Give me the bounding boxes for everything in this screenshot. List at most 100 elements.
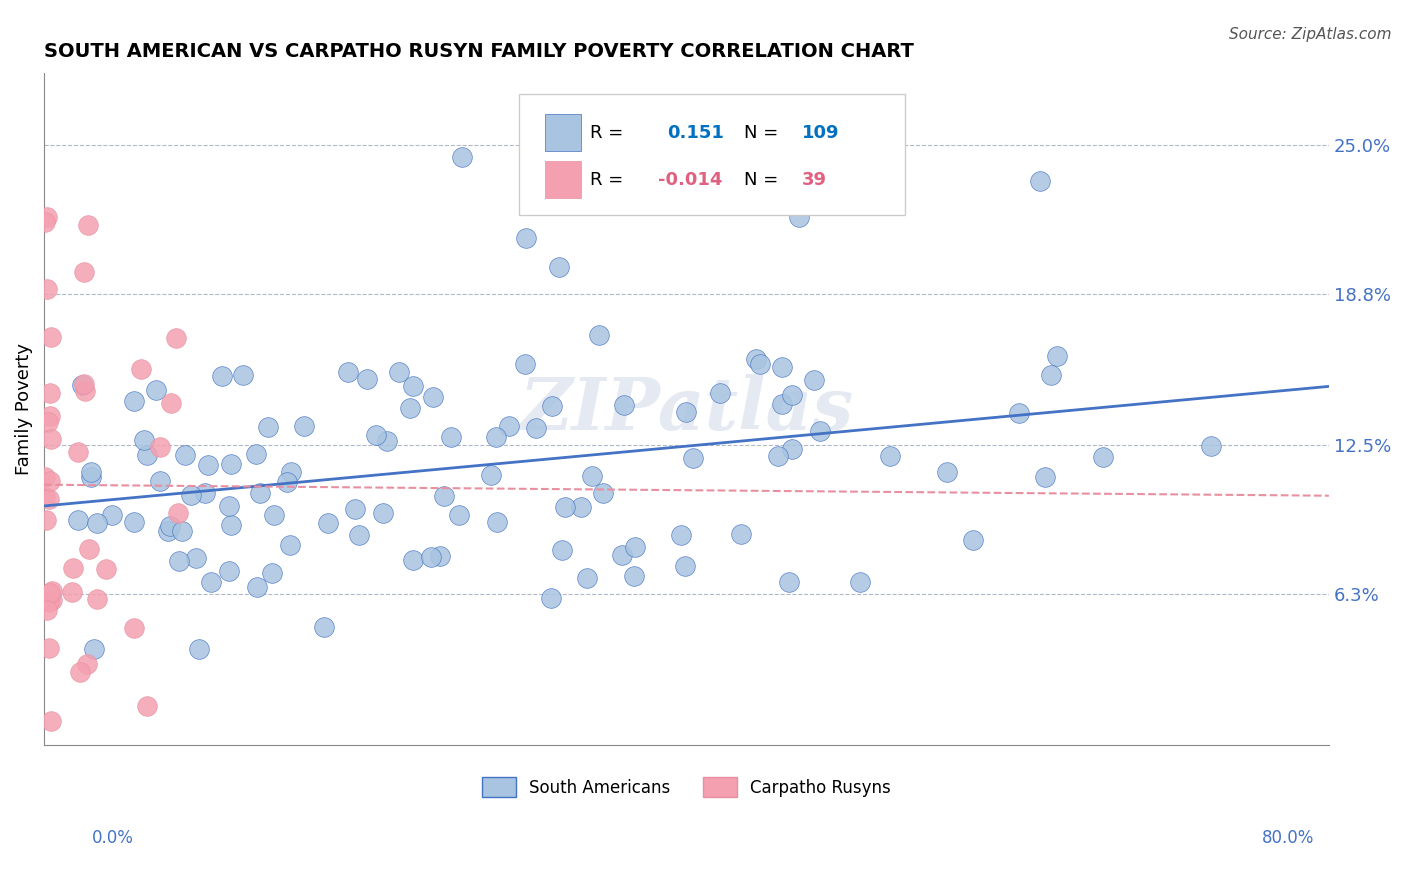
Point bbox=[73, 377, 96, 392]
Point bbox=[260, 566, 283, 580]
Point bbox=[221, 457, 243, 471]
Point bbox=[551, 543, 574, 558]
Point bbox=[624, 540, 647, 554]
Text: 39: 39 bbox=[803, 170, 827, 188]
Point bbox=[159, 518, 181, 533]
Point bbox=[174, 448, 197, 462]
Point bbox=[366, 427, 388, 442]
Point bbox=[34, 215, 56, 229]
Point bbox=[39, 474, 62, 488]
Point bbox=[35, 513, 58, 527]
Point bbox=[232, 368, 254, 383]
Point bbox=[194, 486, 217, 500]
Point bbox=[610, 548, 633, 562]
Point bbox=[770, 397, 793, 411]
Point bbox=[278, 538, 301, 552]
FancyBboxPatch shape bbox=[519, 94, 905, 214]
Point bbox=[1046, 349, 1069, 363]
Point bbox=[60, 584, 83, 599]
Point bbox=[1201, 439, 1223, 453]
Point bbox=[39, 330, 62, 344]
Point bbox=[780, 388, 803, 402]
Point bbox=[122, 393, 145, 408]
Text: 80.0%: 80.0% bbox=[1263, 830, 1315, 847]
Point bbox=[730, 527, 752, 541]
Point bbox=[770, 360, 793, 375]
Point bbox=[134, 434, 156, 448]
Point bbox=[780, 442, 803, 456]
Point bbox=[38, 492, 60, 507]
Point bbox=[1040, 368, 1063, 383]
Point bbox=[67, 514, 90, 528]
FancyBboxPatch shape bbox=[546, 114, 581, 151]
Point bbox=[257, 419, 280, 434]
Point bbox=[39, 432, 62, 446]
Point bbox=[675, 404, 697, 418]
Point bbox=[347, 527, 370, 541]
Point bbox=[318, 516, 340, 531]
Point bbox=[135, 698, 157, 713]
Point bbox=[280, 465, 302, 479]
Point bbox=[336, 366, 359, 380]
Point bbox=[398, 401, 420, 415]
Point bbox=[803, 373, 825, 387]
Point bbox=[37, 415, 59, 429]
Point bbox=[312, 620, 335, 634]
Point bbox=[73, 384, 96, 398]
Point bbox=[167, 554, 190, 568]
Point bbox=[211, 369, 233, 384]
Point bbox=[34, 490, 56, 504]
Point bbox=[69, 665, 91, 679]
Point bbox=[485, 515, 508, 529]
Text: SOUTH AMERICAN VS CARPATHO RUSYN FAMILY POVERTY CORRELATION CHART: SOUTH AMERICAN VS CARPATHO RUSYN FAMILY … bbox=[44, 42, 914, 61]
Point bbox=[39, 714, 62, 729]
Point bbox=[35, 603, 58, 617]
Point bbox=[419, 550, 441, 565]
Point bbox=[356, 371, 378, 385]
Point bbox=[188, 642, 211, 657]
Point bbox=[1033, 469, 1056, 483]
Point bbox=[1008, 406, 1031, 420]
Point bbox=[401, 553, 423, 567]
Point bbox=[515, 231, 537, 245]
FancyBboxPatch shape bbox=[546, 161, 581, 198]
Point bbox=[623, 568, 645, 582]
Point bbox=[787, 211, 810, 225]
Point bbox=[135, 448, 157, 462]
Point bbox=[936, 466, 959, 480]
Text: R =: R = bbox=[591, 170, 623, 188]
Point bbox=[745, 352, 768, 367]
Point bbox=[569, 500, 592, 515]
Point bbox=[429, 549, 451, 564]
Point bbox=[218, 500, 240, 514]
Point bbox=[485, 430, 508, 444]
Point bbox=[808, 425, 831, 439]
Point bbox=[76, 657, 98, 671]
Point bbox=[80, 466, 103, 480]
Point bbox=[498, 419, 520, 434]
Point bbox=[344, 501, 367, 516]
Text: Source: ZipAtlas.com: Source: ZipAtlas.com bbox=[1229, 27, 1392, 42]
Point bbox=[218, 564, 240, 578]
Point bbox=[375, 434, 398, 449]
Point bbox=[34, 469, 56, 483]
Point bbox=[848, 574, 870, 589]
Text: ZIPatlas: ZIPatlas bbox=[519, 374, 853, 445]
Point bbox=[402, 378, 425, 392]
Point bbox=[1091, 450, 1114, 464]
Point bbox=[433, 490, 456, 504]
Point bbox=[165, 331, 187, 345]
Text: N =: N = bbox=[744, 170, 779, 188]
Point bbox=[592, 486, 614, 500]
Point bbox=[246, 580, 269, 594]
Point bbox=[80, 470, 103, 484]
Point bbox=[547, 260, 569, 275]
Point bbox=[962, 533, 984, 547]
Point bbox=[422, 390, 444, 404]
Point bbox=[122, 516, 145, 530]
Point bbox=[197, 458, 219, 472]
Point bbox=[38, 595, 60, 609]
Point bbox=[41, 592, 63, 607]
Y-axis label: Family Poverty: Family Poverty bbox=[15, 343, 32, 475]
Point bbox=[581, 468, 603, 483]
